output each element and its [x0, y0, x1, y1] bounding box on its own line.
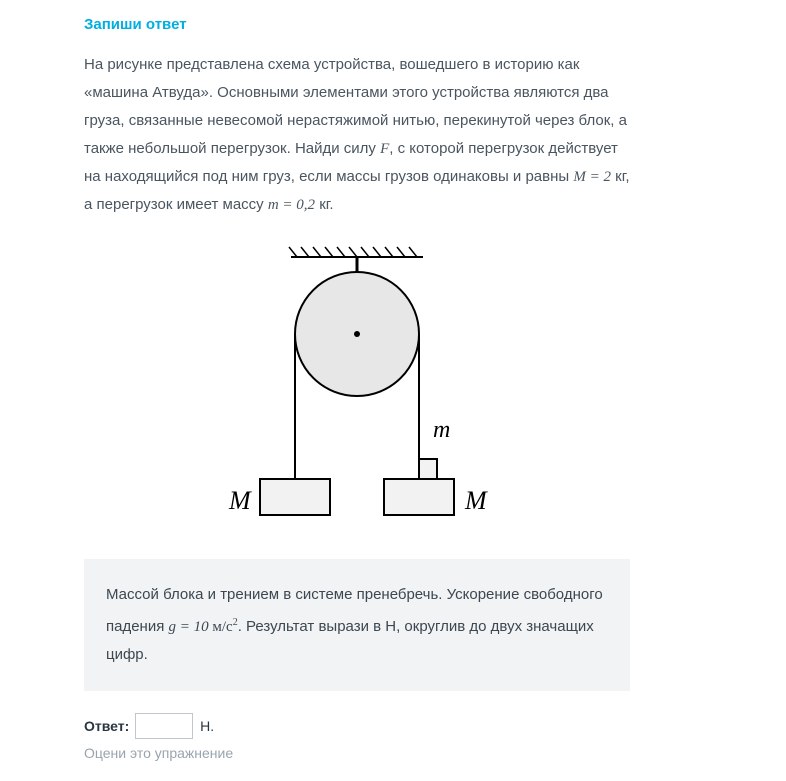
eq-m: m = 0,2 — [268, 197, 315, 213]
answer-unit: Н. — [200, 718, 214, 734]
answer-row: Ответ: Н. — [84, 713, 630, 739]
problem-part-1d: кг. — [315, 196, 334, 213]
atwood-diagram: M M m — [207, 239, 507, 529]
problem-text: На рисунке представлена схема устройства… — [84, 51, 630, 219]
answer-input[interactable] — [135, 713, 193, 739]
g-units: м/с — [209, 619, 233, 635]
label-M-left: M — [228, 486, 252, 515]
eq-M: M = 2 — [573, 169, 611, 185]
section-header: Запиши ответ — [84, 16, 630, 33]
eq-g: g = 10 — [169, 619, 209, 635]
label-m: m — [433, 417, 450, 443]
rate-exercise-link[interactable]: Оцени это упражнение — [84, 745, 630, 761]
label-M-right: M — [464, 486, 488, 515]
note-box: Массой блока и трением в системе пренебр… — [84, 559, 630, 691]
var-F: F — [380, 141, 389, 157]
answer-label: Ответ: — [84, 718, 129, 734]
